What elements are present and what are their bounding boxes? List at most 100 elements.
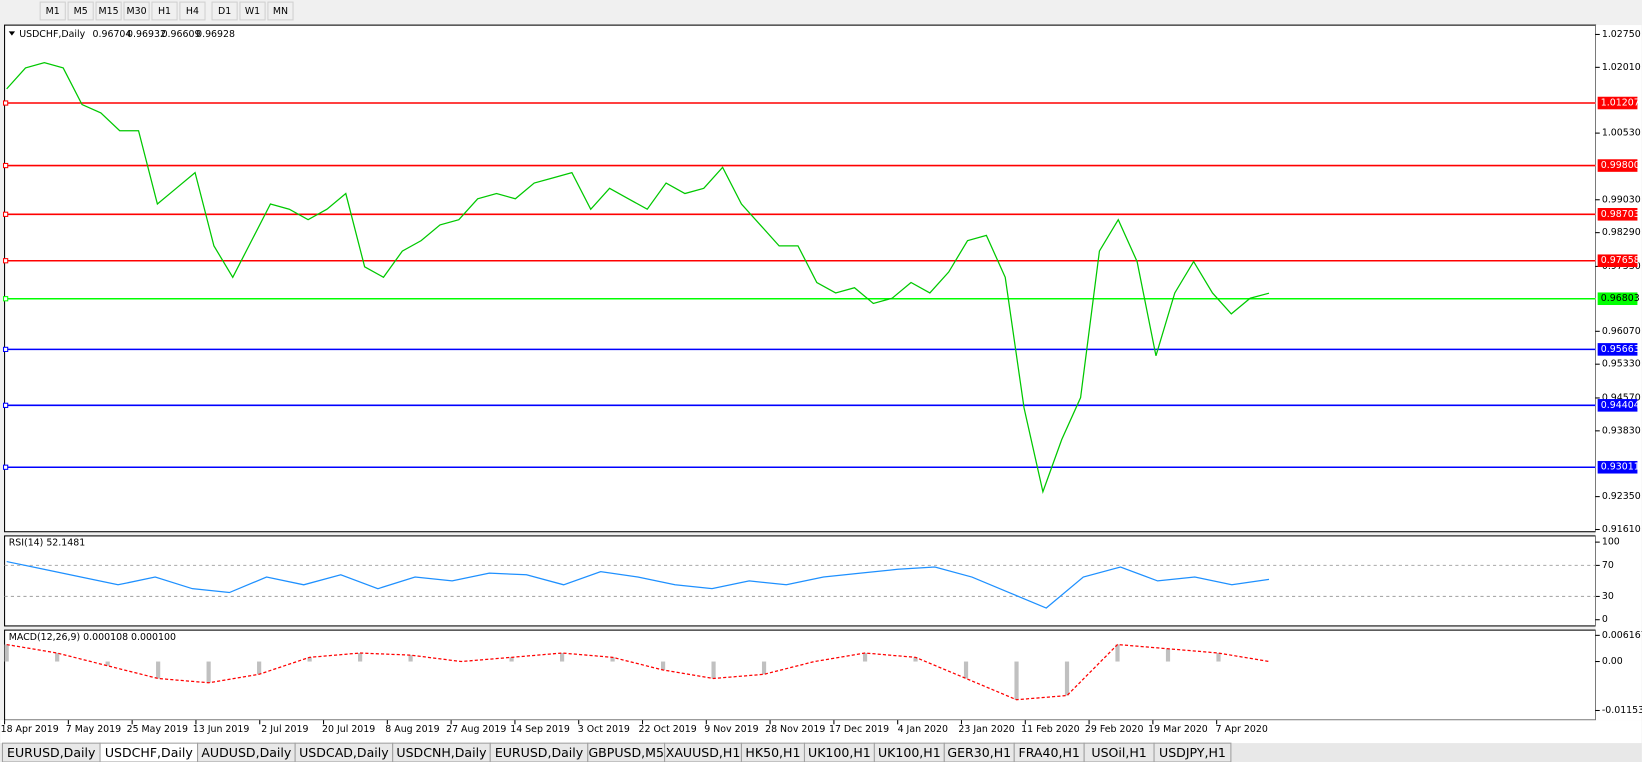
timeframe-label[interactable]: M1 <box>46 6 60 17</box>
timeframe-label[interactable]: W1 <box>245 6 260 17</box>
y-tick-label: 1.00530 <box>1602 128 1641 139</box>
timeframe-button[interactable] <box>151 1 178 21</box>
y-tick-label: 30 <box>1602 591 1614 602</box>
level-handle[interactable] <box>3 258 9 264</box>
macd-bar <box>257 661 262 675</box>
y-tick-label: 1.02750 <box>1602 29 1641 40</box>
macd-bar <box>307 657 312 662</box>
series-line <box>6 560 1270 609</box>
tab-label[interactable]: GER30,H1 <box>947 745 1011 760</box>
level-label: 1.01207 <box>1601 98 1640 109</box>
y-tick-label: 0.93830 <box>1602 425 1641 436</box>
x-tick-label: 14 Sep 2019 <box>510 724 570 735</box>
tab-label[interactable]: USDCHF,Daily <box>105 745 194 760</box>
tab[interactable] <box>1153 742 1232 762</box>
y-tick-label: 0.95330 <box>1602 359 1641 370</box>
tab-label[interactable]: EURUSD,Daily <box>495 745 584 760</box>
timeframe-button[interactable] <box>239 1 266 21</box>
x-tick-label: 13 Jun 2019 <box>193 724 250 735</box>
level-handle[interactable] <box>3 211 9 217</box>
tab-label[interactable]: GBPUSD,M5 <box>588 745 664 760</box>
level-label: 0.96803 <box>1601 293 1640 304</box>
macd-bar <box>559 653 565 662</box>
timeframe-label[interactable]: M5 <box>74 6 88 17</box>
level-label-box <box>1597 96 1638 110</box>
y-tick-label: 0 <box>1602 614 1608 625</box>
time-axis <box>0 720 1642 744</box>
x-tick-label: 7 Apr 2020 <box>1216 724 1268 735</box>
level-handle[interactable] <box>3 346 9 353</box>
timeframe-button[interactable] <box>39 1 66 21</box>
timeframe-label[interactable]: D1 <box>218 6 231 17</box>
timeframe-button[interactable] <box>267 1 294 21</box>
ohlc-value: 0.96932 <box>127 29 166 40</box>
level-handle[interactable] <box>3 402 9 408</box>
level-label: 0.95663 <box>1601 344 1640 355</box>
x-tick-label: 28 Nov 2019 <box>765 724 825 735</box>
macd-bar <box>1165 648 1171 662</box>
macd-bar <box>1216 653 1221 662</box>
level-handle[interactable] <box>3 464 9 470</box>
x-tick-label: 29 Feb 2020 <box>1085 724 1144 735</box>
macd-bar <box>358 653 363 662</box>
macd-bar <box>761 661 767 675</box>
tab-label[interactable]: USDJPY,H1 <box>1159 745 1226 760</box>
x-tick-label: 19 Mar 2020 <box>1148 724 1208 735</box>
tab-label[interactable]: FRA40,H1 <box>1018 745 1079 760</box>
y-tick-label: 0.94570 <box>1602 392 1641 403</box>
tab-label[interactable]: USDCNH,Daily <box>396 745 487 760</box>
macd-bar <box>610 657 615 662</box>
level-label-box <box>1597 399 1638 412</box>
indicator-title: MACD(12,26,9) 0.000108 0.000100 <box>9 632 176 643</box>
tab-label[interactable]: UK100,H1 <box>878 745 941 760</box>
tab-label[interactable]: HK50,H1 <box>745 745 800 760</box>
tab-label[interactable]: USDCAD,Daily <box>299 745 389 760</box>
tab-label[interactable]: AUDUSD,Daily <box>201 745 292 760</box>
macd-bar <box>1014 661 1019 700</box>
ohlc-value: 0.96928 <box>196 29 235 40</box>
macd-bar <box>913 657 918 662</box>
level-label: 0.98703 <box>1601 209 1640 220</box>
timeframe-label[interactable]: M15 <box>99 6 119 17</box>
tab-label[interactable]: USOil,H1 <box>1091 745 1146 760</box>
level-label-box <box>1597 460 1638 474</box>
x-tick-label: 22 Oct 2019 <box>639 724 697 735</box>
macd-bar <box>509 657 514 662</box>
x-tick-label: 9 Nov 2019 <box>704 724 758 735</box>
menu-arrow[interactable] <box>8 31 16 36</box>
timeframe-button[interactable] <box>179 1 206 21</box>
macd-bar <box>1115 644 1120 662</box>
ohlc-value: 0.96609 <box>162 29 201 40</box>
level-label-box <box>1597 254 1638 268</box>
y-tick-label: 70 <box>1602 560 1614 571</box>
tab-label[interactable]: UK100,H1 <box>808 745 871 760</box>
tab-label[interactable]: EURUSD,Daily <box>7 745 96 760</box>
level-label: 0.97658 <box>1601 255 1640 266</box>
y-tick-label: -0.011531 <box>1602 705 1642 716</box>
timeframe-button[interactable] <box>211 1 238 21</box>
level-label: 0.99800 <box>1601 160 1640 171</box>
chart-title: USDCHF,Daily <box>19 29 85 40</box>
macd-bar <box>206 661 211 683</box>
y-tick-label: 0.99030 <box>1602 194 1641 205</box>
level-label-box <box>1597 343 1638 356</box>
timeframe-label[interactable]: M30 <box>127 6 147 17</box>
level-label-box <box>1597 292 1638 306</box>
level-handle[interactable] <box>3 162 9 169</box>
timeframe-button[interactable] <box>123 1 150 21</box>
macd-bar <box>4 644 9 662</box>
y-tick-label: 100 <box>1602 537 1620 548</box>
timeframe-button[interactable] <box>95 1 122 21</box>
timeframe-label[interactable]: MN <box>273 6 288 17</box>
macd-bar <box>660 661 666 671</box>
timeframe-label[interactable]: H4 <box>186 6 199 17</box>
level-handle[interactable] <box>3 296 9 302</box>
timeframe-button[interactable] <box>67 1 94 21</box>
level-handle[interactable] <box>3 100 9 106</box>
tab-label[interactable]: XAUUSD,H1 <box>666 745 741 760</box>
timeframe-label[interactable]: H1 <box>158 6 171 17</box>
macd-bar <box>55 653 60 662</box>
y-tick-label: 0.98290 <box>1602 227 1641 238</box>
level-label: 0.93011 <box>1601 462 1640 473</box>
